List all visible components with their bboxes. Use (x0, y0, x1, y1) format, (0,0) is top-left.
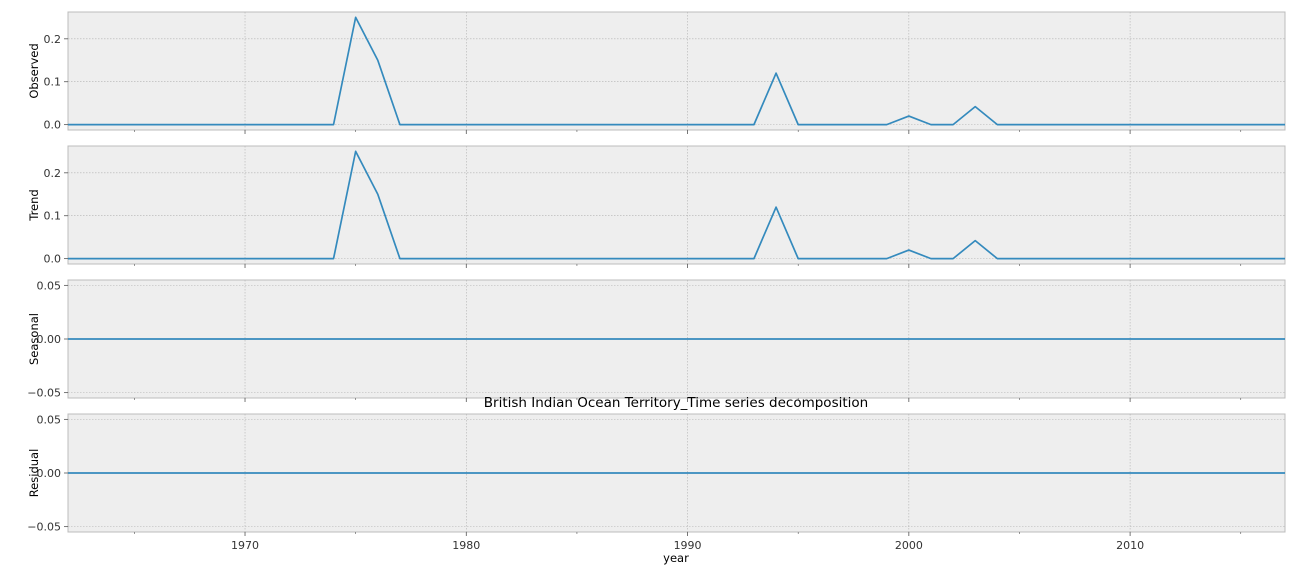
y-axis-label: Seasonal (27, 313, 41, 365)
y-tick-label: 0.05 (37, 413, 62, 426)
y-tick-label: 0.1 (44, 76, 62, 89)
x-tick-label: 1980 (452, 539, 480, 552)
plot-area (67, 145, 1286, 265)
x-axis-label: year (663, 551, 689, 565)
chart-title: British Indian Ocean Territory_Time seri… (484, 395, 868, 411)
y-tick-label: 0.05 (37, 279, 62, 292)
x-tick-label: 1990 (674, 539, 702, 552)
y-tick-label: 0.0 (44, 119, 62, 132)
panel-residual: −0.05 0.00 0.05 Residual 1970 1980 1990 2000 201… (27, 413, 1286, 552)
y-tick-label: 0.0 (44, 253, 62, 266)
panel-seasonal: −0.05 0.00 0.05 Seasonal (27, 279, 1286, 402)
y-tick-label: 0.2 (44, 33, 62, 46)
y-tick-label: −0.05 (27, 521, 61, 534)
y-tick-label: −0.05 (27, 387, 61, 400)
x-tick-label: 2000 (895, 539, 923, 552)
x-tick-label: 2010 (1116, 539, 1144, 552)
y-tick-label: 0.00 (37, 467, 62, 480)
plot-area (67, 11, 1286, 131)
x-tick-label: 1970 (231, 539, 259, 552)
y-tick-label: 0.00 (37, 333, 62, 346)
y-axis-label: Residual (27, 449, 41, 498)
series-line-observed (68, 16, 1285, 126)
y-tick-label: 0.1 (44, 210, 62, 223)
y-axis-label: Trend (27, 189, 41, 221)
y-tick-label: 0.2 (44, 167, 62, 180)
series-line-trend (68, 150, 1285, 260)
y-axis-label: Observed (27, 43, 41, 98)
panels-layer: 0.00.10.2Observed0.00.10.2Trend−0.050.00… (27, 11, 1286, 552)
